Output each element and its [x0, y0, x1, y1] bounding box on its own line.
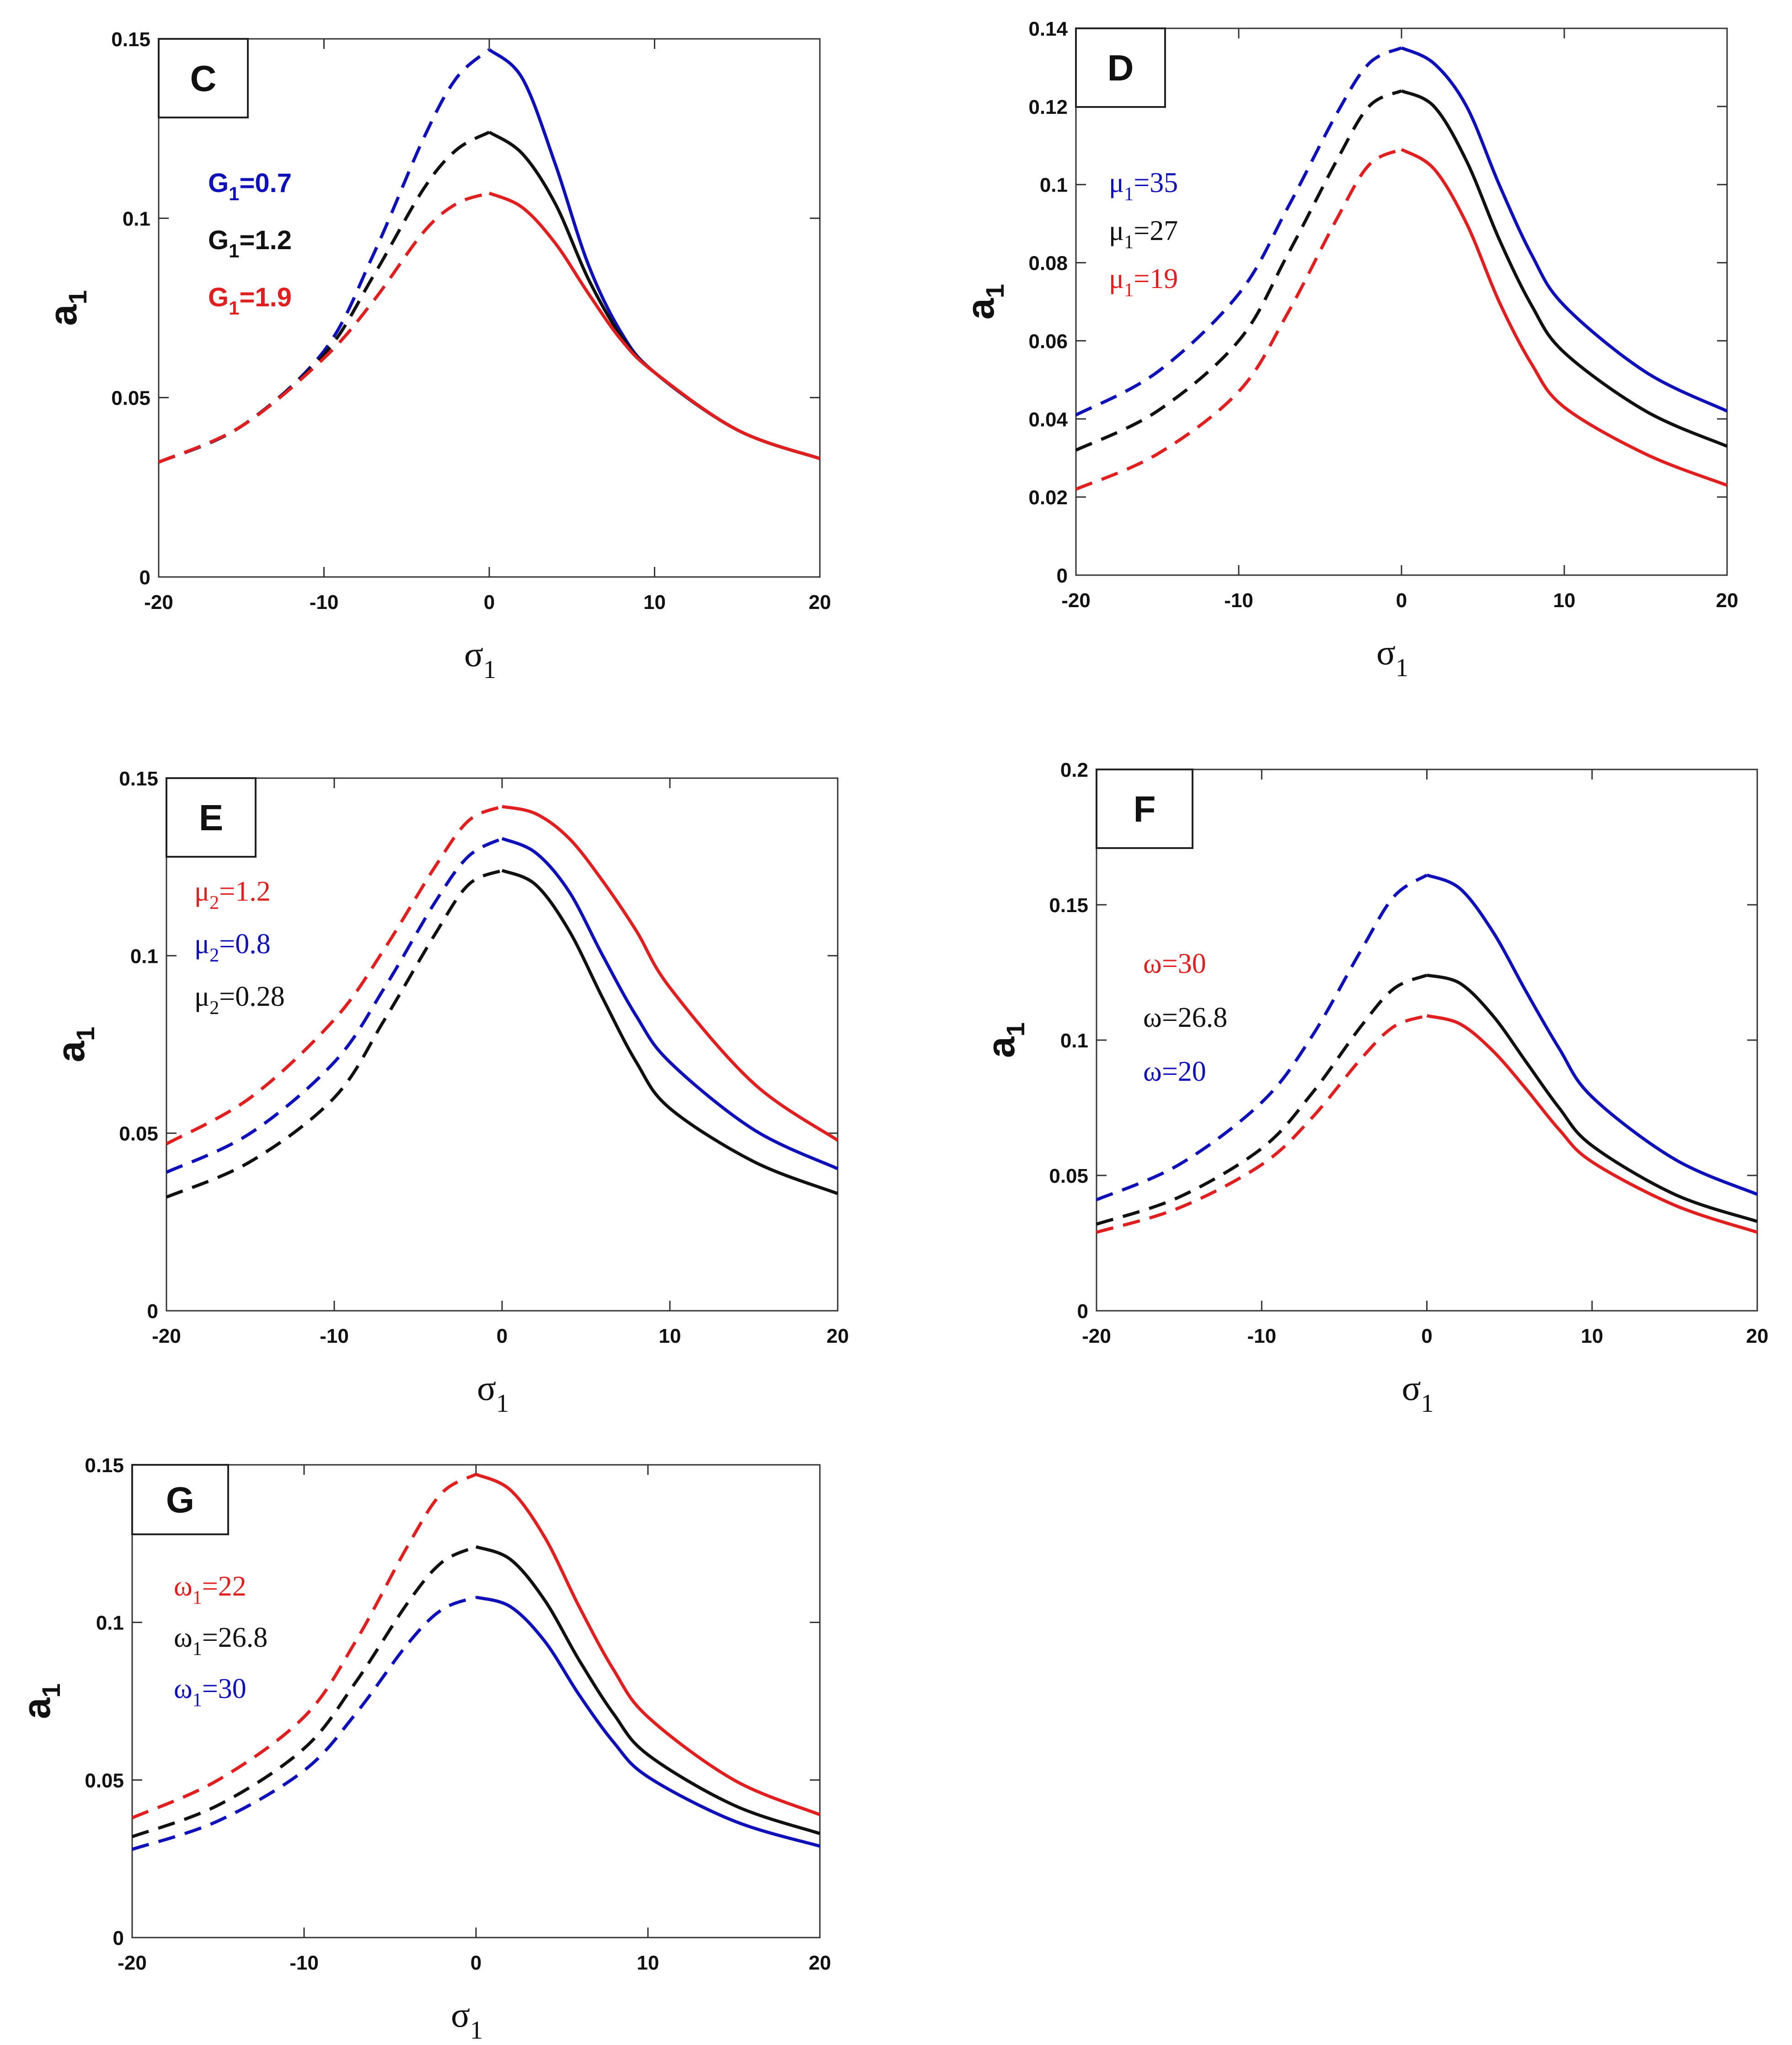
x-tick-label: -10	[310, 591, 339, 614]
series-line-unstable	[166, 869, 503, 1199]
x-tick-label: -20	[152, 1325, 181, 1347]
series-line-unstable	[131, 1473, 477, 1820]
x-tick-label: 0	[471, 1952, 481, 1974]
y-tick-label: 0.08	[1028, 252, 1068, 275]
x-tick-label: 20	[1746, 1325, 1769, 1347]
x-tick-label: -10	[1247, 1325, 1276, 1347]
series-line-unstable	[1075, 148, 1402, 491]
y-tick-label: 0.1	[130, 945, 158, 967]
y-tick-label: 0.06	[1028, 330, 1068, 352]
y-tick-label: 0.14	[1028, 18, 1068, 40]
y-axis-label: a1	[49, 1027, 100, 1063]
y-tick-label: 0.04	[1028, 408, 1068, 431]
x-tick-label: 10	[1581, 1325, 1603, 1347]
y-tick-label: 0.15	[85, 1454, 124, 1477]
panel-label: F	[1134, 789, 1156, 829]
series-line-stable	[1426, 1014, 1758, 1234]
y-tick-label: 0.15	[111, 28, 150, 51]
y-tick-label: 0	[1057, 565, 1068, 587]
panel-D: -20 -10 0 10 2000.020.040.060.080.10.120.14σ…	[959, 18, 1738, 682]
series-line-unstable	[1075, 46, 1402, 416]
y-tick-label: 0	[1077, 1300, 1088, 1323]
y-tick-label: 0.02	[1028, 486, 1068, 509]
series-line-stable	[502, 805, 839, 1142]
x-tick-label: -20	[144, 591, 173, 614]
y-tick-label: 0.12	[1028, 96, 1068, 118]
y-tick-label: 0.1	[96, 1612, 124, 1634]
x-tick-label: 10	[637, 1952, 659, 1974]
x-tick-label: -20	[1061, 589, 1091, 612]
y-tick-label: 0	[139, 566, 150, 589]
legend-entry: ω=20	[1143, 1056, 1206, 1087]
y-tick-label: 0.2	[1060, 759, 1088, 781]
y-tick-label: 0.05	[85, 1769, 124, 1792]
legend-entry: ω=26.8	[1143, 1002, 1227, 1033]
panel-F: -20 -10 0 10 2000.050.10.150.2σ1a1Fω=30ω=26.…	[979, 759, 1768, 1418]
series-line-stable	[1401, 89, 1728, 448]
series-line-stable	[476, 1596, 820, 1848]
series-line-stable	[1426, 973, 1758, 1223]
y-tick-label: 0.15	[1049, 894, 1088, 917]
panel-label-box	[158, 38, 249, 118]
x-tick-label: -10	[289, 1952, 319, 1974]
legend-entry: ω1=22	[174, 1571, 246, 1608]
series-line-unstable	[166, 805, 503, 1146]
y-tick-label: 0.1	[123, 208, 150, 230]
x-tick-label: -10	[1224, 589, 1253, 612]
y-tick-label: 0	[113, 1927, 124, 1949]
series-line-stable	[475, 1545, 821, 1835]
series-line-stable	[1401, 46, 1728, 413]
x-tick-label: 20	[1716, 589, 1739, 612]
x-tick-label: 10	[659, 1325, 681, 1347]
panel-C: -20 -10 0 10 2000.050.10.15σ1a1CG1=0.7G1=1.2…	[42, 28, 831, 684]
panel-label: E	[199, 797, 223, 838]
y-tick-label: 0.1	[1060, 1030, 1088, 1052]
series-line-stable	[501, 837, 839, 1170]
x-tick-label: 20	[809, 1952, 831, 1974]
legend-entry: ω1=30	[174, 1673, 246, 1711]
series-line-unstable	[158, 192, 490, 464]
y-tick-label: 0.15	[119, 768, 158, 790]
series-line-unstable	[131, 1596, 477, 1851]
x-tick-label: -20	[1082, 1325, 1111, 1347]
series-line-unstable	[1096, 973, 1428, 1226]
y-tick-label: 0.1	[1040, 174, 1068, 197]
panel-label-box	[166, 777, 257, 858]
x-tick-label: 0	[1396, 589, 1407, 612]
x-tick-label: 0	[1421, 1325, 1432, 1347]
y-tick-label: 0	[147, 1300, 158, 1323]
x-tick-label: 0	[497, 1325, 508, 1347]
series-line-unstable	[166, 837, 503, 1174]
x-tick-label: 0	[484, 591, 495, 614]
series-line-stable	[488, 192, 821, 460]
panel-label: D	[1107, 48, 1134, 88]
x-tick-label: 20	[827, 1325, 849, 1347]
panel-label-box	[1096, 769, 1193, 849]
x-tick-label: -10	[320, 1325, 349, 1347]
x-tick-label: -20	[118, 1952, 147, 1974]
series-line-stable	[1401, 148, 1728, 487]
series-line-unstable	[1096, 1014, 1428, 1234]
x-tick-label: 10	[1553, 589, 1576, 612]
y-tick-label: 0.05	[1049, 1165, 1088, 1187]
series-line-unstable	[131, 1545, 477, 1838]
panel-label: C	[190, 58, 217, 99]
series-line-stable	[475, 1473, 821, 1816]
y-tick-label: 0.05	[119, 1123, 158, 1145]
x-tick-label: 20	[809, 591, 831, 614]
y-tick-label: 0.05	[111, 387, 150, 410]
panel-label-box	[1075, 27, 1166, 108]
panel-label: G	[166, 1479, 194, 1520]
series-line-unstable	[1075, 89, 1402, 452]
series-line-stable	[501, 869, 839, 1195]
panel-label-box	[131, 1464, 229, 1535]
series-line-stable	[1426, 873, 1758, 1196]
legend-entry: ω=30	[1143, 948, 1206, 979]
series-line-unstable	[1096, 873, 1428, 1201]
x-tick-label: 10	[643, 591, 666, 614]
